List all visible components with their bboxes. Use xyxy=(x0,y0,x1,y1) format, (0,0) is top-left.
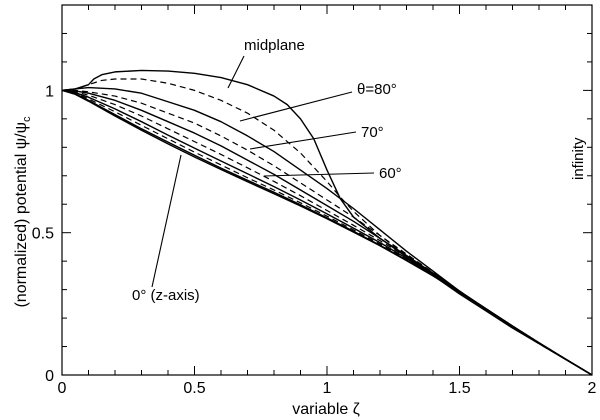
y-axis-label-subscript: c xyxy=(21,116,33,122)
ticks-group: 0 0.5 1 1.5 2 0 0.5 1 xyxy=(32,4,597,397)
curve-10 xyxy=(61,89,593,376)
y-axis-label-main: (normalized) potential ψ/ψ xyxy=(13,122,30,308)
x-tick-label: 1.5 xyxy=(448,380,470,397)
leader-lines xyxy=(151,55,375,288)
leader-theta-80 xyxy=(239,91,353,122)
annotation-70-deg: 70° xyxy=(361,124,384,141)
curve-4 xyxy=(62,89,593,376)
curve-8 xyxy=(61,89,593,376)
plot-frame xyxy=(61,4,593,376)
curves-group xyxy=(61,69,593,376)
curve-7 xyxy=(61,89,593,376)
curve-1 xyxy=(61,69,593,376)
curve-5 xyxy=(61,89,593,376)
x-axis-label: variable ζ xyxy=(292,401,360,418)
x-tick-label: 2 xyxy=(588,380,597,397)
leader-0-deg xyxy=(151,154,182,288)
annotation-midplane: midplane xyxy=(244,37,305,54)
leader-60-deg xyxy=(263,172,375,177)
annotation-0-deg-z-axis: 0° (z-axis) xyxy=(132,287,200,304)
curve-9 xyxy=(61,89,593,376)
y-tick-label: 0 xyxy=(45,368,54,385)
x-tick-label: 0.5 xyxy=(183,380,205,397)
x-tick-label: 0 xyxy=(58,380,67,397)
annotation-60-deg: 60° xyxy=(379,165,402,182)
curve-6 xyxy=(61,89,593,376)
x-tick-label: 1 xyxy=(323,380,332,397)
leader-midplane xyxy=(227,55,245,89)
annotation-theta-80: θ=80° xyxy=(357,81,397,98)
y-tick-label: 1 xyxy=(45,83,54,100)
y-tick-label: 0.5 xyxy=(32,226,54,243)
y-axis-label: (normalized) potential ψ/ψc xyxy=(13,116,33,308)
curve-2 xyxy=(61,78,593,376)
annotation-infinity: infinity xyxy=(570,137,587,180)
leader-70-deg xyxy=(249,131,357,150)
